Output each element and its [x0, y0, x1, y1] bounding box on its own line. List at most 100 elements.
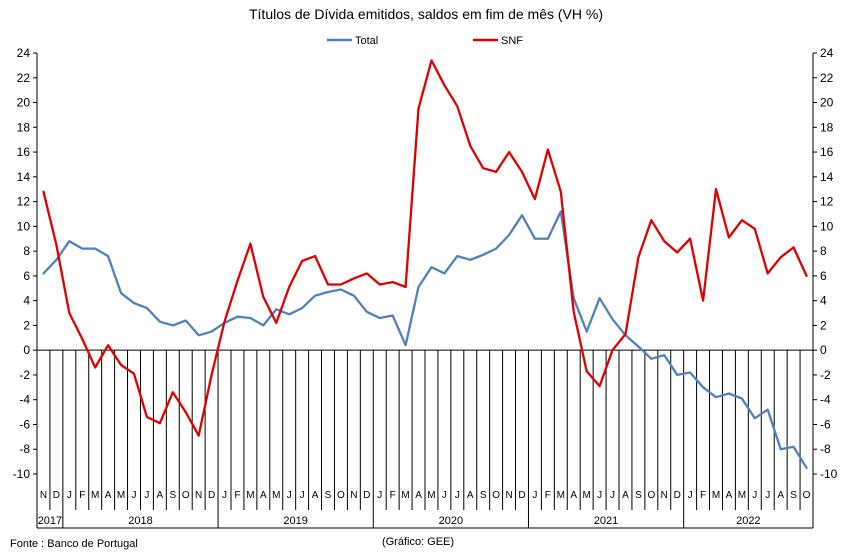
y-tick-label-left: 12 [17, 195, 31, 209]
y-tick-label-left: 18 [17, 120, 31, 134]
y-tick-label-right: -10 [820, 467, 838, 481]
x-month-label: A [415, 490, 422, 501]
y-tick-label-left: -4 [19, 393, 30, 407]
legend-label-total: Total [355, 35, 378, 47]
x-month-label: S [169, 490, 176, 501]
y-tick-label-right: 16 [820, 145, 834, 159]
x-month-label: O [492, 490, 500, 501]
x-month-label: J [442, 490, 447, 501]
x-month-label: A [570, 490, 577, 501]
y-tick-label-left: 16 [17, 145, 31, 159]
y-tick-label-left: -8 [19, 442, 30, 456]
x-month-label: M [557, 490, 565, 501]
y-tick-label-left: 14 [17, 170, 31, 184]
y-tick-label-left: 20 [17, 96, 31, 110]
y-tick-label-left: 0 [23, 343, 30, 357]
y-tick-label-right: 20 [820, 96, 834, 110]
y-tick-label-right: 24 [820, 46, 834, 60]
x-month-label: M [582, 490, 590, 501]
series-layer [42, 59, 808, 469]
x-month-label: A [622, 490, 629, 501]
y-tick-label-left: 2 [23, 318, 30, 332]
x-month-label: A [260, 490, 267, 501]
x-month-label: M [738, 490, 746, 501]
x-month-label: D [208, 490, 215, 501]
series-line-snf [42, 59, 808, 437]
x-month-label: O [337, 490, 345, 501]
x-month-label: O [182, 490, 190, 501]
x-month-label: N [350, 490, 357, 501]
y-tick-label-right: 12 [820, 195, 834, 209]
y-tick-label-left: 22 [17, 71, 31, 85]
x-month-label: M [272, 490, 280, 501]
x-month-label: M [401, 490, 409, 501]
y-tick-label-right: 14 [820, 170, 834, 184]
y-tick-label-right: 4 [820, 294, 827, 308]
chart-title: Títulos de Dívida emitidos, saldos em fi… [249, 6, 603, 22]
x-month-label: D [674, 490, 681, 501]
x-month-label: M [427, 490, 435, 501]
x-month-label: A [777, 490, 784, 501]
x-month-label: S [790, 490, 797, 501]
y-tick-label-left: 4 [23, 294, 30, 308]
x-month-label: J [765, 490, 770, 501]
y-tick-label-right: 2 [820, 318, 827, 332]
year-label: 2020 [439, 515, 463, 527]
y-tick-label-left: 24 [17, 46, 31, 60]
y-tick-label-right: 22 [820, 71, 834, 85]
x-month-label: J [610, 490, 615, 501]
x-month-label: F [700, 490, 706, 501]
y-tick-label-left: -10 [13, 467, 31, 481]
legend-label-snf: SNF [501, 35, 523, 47]
x-month-label: J [597, 490, 602, 501]
x-month-label: M [91, 490, 99, 501]
source-note: Fonte : Banco de Portugal [10, 538, 138, 550]
y-tick-label-right: -6 [820, 417, 831, 431]
x-month-label: J [222, 490, 227, 501]
x-month-label: M [712, 490, 720, 501]
x-month-label: F [390, 490, 396, 501]
x-month-label: J [377, 490, 382, 501]
x-month-label: S [635, 490, 642, 501]
y-tick-label-right: -8 [820, 442, 831, 456]
x-month-label: F [234, 490, 240, 501]
x-month-label: J [132, 490, 137, 501]
x-month-label: D [53, 490, 60, 501]
x-month-label: F [79, 490, 85, 501]
year-label: 2018 [128, 515, 152, 527]
x-month-label: A [105, 490, 112, 501]
x-month-label: N [195, 490, 202, 501]
y-tick-label-left: 6 [23, 269, 30, 283]
x-month-label: J [688, 490, 693, 501]
y-tick-label-right: 10 [820, 219, 834, 233]
x-month-label: J [300, 490, 305, 501]
year-label: 2017 [38, 515, 62, 527]
credit-note: (Gráfico: GEE) [382, 536, 454, 548]
year-label: 2021 [594, 515, 618, 527]
x-month-label: J [287, 490, 292, 501]
x-month-label: J [144, 490, 149, 501]
y-tick-label-left: -6 [19, 417, 30, 431]
series-line-total [42, 210, 808, 469]
x-month-label: A [312, 490, 319, 501]
x-month-label: A [726, 490, 733, 501]
y-tick-label-right: 18 [820, 120, 834, 134]
x-month-label: O [647, 490, 655, 501]
y-tick-label-right: -2 [820, 368, 831, 382]
x-month-label: A [157, 490, 164, 501]
x-month-label: J [455, 490, 460, 501]
y-tick-label-right: 8 [820, 244, 827, 258]
x-month-label: M [246, 490, 254, 501]
x-month-label: O [803, 490, 811, 501]
year-label: 2022 [736, 515, 760, 527]
x-month-label: S [480, 490, 487, 501]
x-month-label: N [661, 490, 668, 501]
x-month-label: S [325, 490, 332, 501]
x-month-label: J [67, 490, 72, 501]
legend: Total SNF [327, 35, 523, 47]
y-tick-label-right: 6 [820, 269, 827, 283]
x-month-label: D [518, 490, 525, 501]
